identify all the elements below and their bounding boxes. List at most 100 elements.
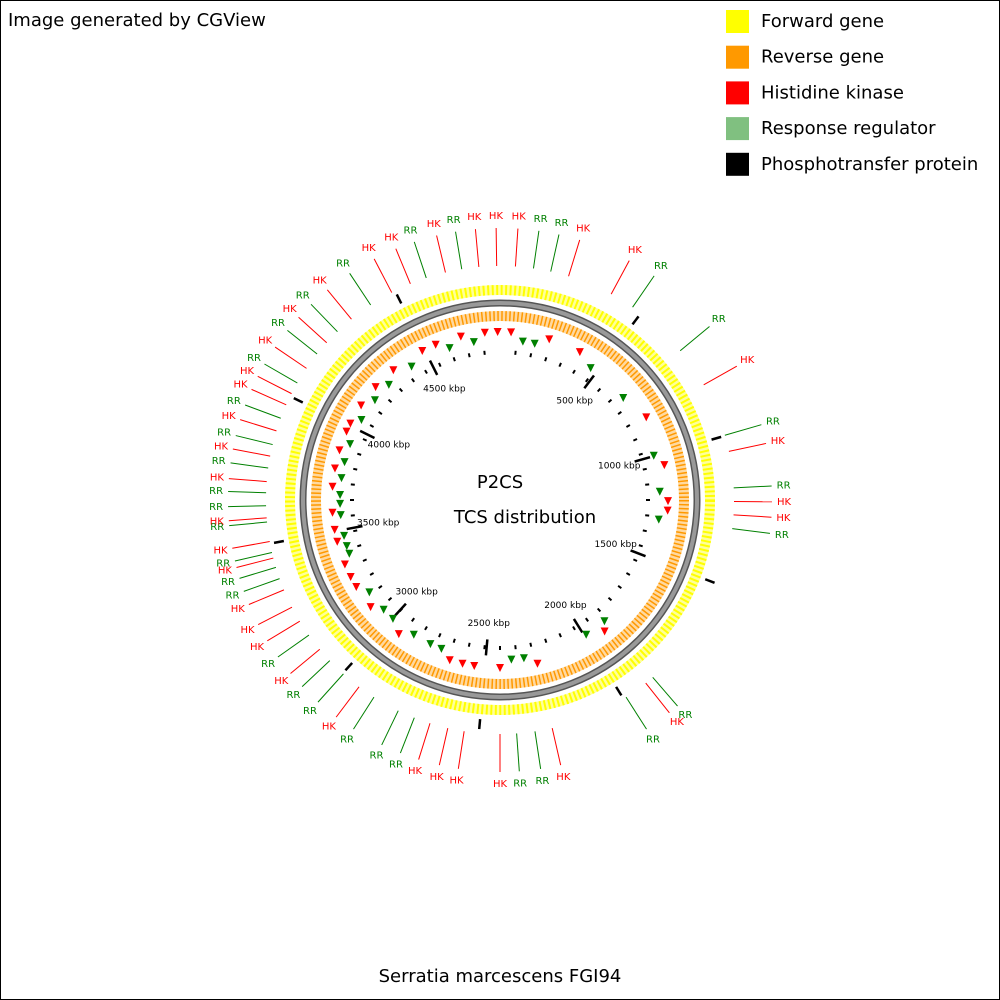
ruler-dot: [353, 467, 358, 471]
feature-marker: [333, 537, 342, 546]
feature-label: RR: [775, 530, 789, 541]
ruler-dot: [529, 642, 533, 647]
feature-leader: [381, 710, 399, 746]
feature-leader: [239, 419, 277, 432]
ruler-dot: [617, 411, 622, 415]
ruler-dot: [596, 607, 602, 613]
feature-label: HK: [222, 411, 237, 422]
feature-label: HK: [210, 517, 225, 528]
ruler-label: 3000 kbp: [395, 587, 438, 597]
ruler-dot: [607, 398, 613, 404]
feature-label: HK: [430, 772, 445, 783]
ruler-label: 1000 kbp: [598, 461, 641, 471]
feature-label: HK: [218, 565, 233, 576]
feature-label: HK: [449, 776, 464, 787]
outer-tick: [615, 686, 623, 697]
legend-swatch: [726, 81, 749, 105]
feature-leader: [235, 435, 273, 446]
feature-label: RR: [247, 353, 261, 364]
feature-label: RR: [712, 314, 726, 325]
feature-marker: [409, 630, 418, 639]
feature-label: RR: [654, 261, 668, 272]
feature-label: RR: [766, 416, 780, 427]
feature-leader: [733, 514, 772, 518]
feature-marker: [575, 348, 584, 357]
feature-label: HK: [493, 779, 508, 790]
feature-marker: [431, 340, 440, 349]
feature-label: RR: [535, 776, 549, 787]
ruler-dot: [572, 625, 576, 631]
outer-tick: [344, 662, 354, 672]
ruler-dot: [558, 632, 562, 638]
ruler-dot: [387, 398, 393, 404]
feature-leader: [244, 404, 281, 419]
feature-marker: [655, 487, 664, 496]
ruler-dot: [452, 357, 456, 362]
ruler-label: 500 kbp: [556, 397, 593, 407]
feature-leader: [232, 448, 271, 457]
outer-tick: [395, 293, 403, 304]
feature-label: HK: [234, 379, 249, 390]
feature-label: HK: [777, 497, 792, 508]
feature-marker: [342, 427, 351, 436]
feature-leader: [257, 606, 293, 626]
ruler-dot: [572, 369, 576, 375]
feature-leader: [234, 552, 273, 562]
feature-marker: [582, 630, 591, 639]
feature-label: HK: [213, 545, 228, 556]
feature-leader: [298, 316, 328, 344]
legend-label: Response regulator: [761, 118, 936, 139]
ruler-dot: [387, 596, 393, 602]
feature-label: RR: [370, 751, 384, 762]
feature-marker: [370, 396, 379, 405]
feature-leader: [230, 462, 269, 469]
ruler-dot: [357, 544, 362, 548]
ruler-dot: [625, 572, 631, 576]
ruler-dot: [529, 353, 533, 358]
feature-label: HK: [771, 436, 786, 447]
credit: Image generated by CGView: [8, 10, 266, 31]
ruler-dot: [353, 529, 358, 533]
feature-leader: [317, 673, 344, 703]
feature-marker: [352, 582, 361, 591]
outer-tick: [477, 718, 482, 730]
feature-leader: [652, 676, 678, 707]
ruler-dot: [642, 467, 647, 471]
outer-tick: [704, 578, 716, 585]
feature-marker: [340, 531, 349, 540]
outer-tick: [631, 315, 640, 326]
feature-marker: [496, 664, 504, 672]
feature-leader: [532, 230, 540, 269]
feature-leader: [455, 231, 463, 270]
feature-leader: [290, 648, 321, 674]
feature-label: HK: [362, 243, 377, 254]
ruler-dot: [558, 362, 562, 368]
ruler-label: 2500 kbp: [468, 619, 511, 629]
feature-leader: [277, 634, 310, 658]
feature-marker: [336, 511, 345, 520]
ruler-tick: [583, 374, 595, 389]
ruler-dot: [362, 558, 368, 562]
feature-marker: [340, 458, 349, 467]
feature-marker: [330, 464, 339, 473]
ruler-dot: [452, 638, 456, 643]
feature-leader: [229, 521, 268, 527]
feature-leader: [399, 717, 415, 754]
feature-leader: [373, 258, 393, 293]
outer-tick: [293, 396, 304, 404]
legend-swatch: [726, 117, 749, 141]
feature-label: RR: [210, 522, 224, 533]
legend-label: Forward gene: [761, 11, 884, 32]
ruler-dot: [544, 357, 548, 362]
feature-label: RR: [209, 502, 223, 513]
feature-label: HK: [322, 722, 337, 733]
feature-leader: [679, 326, 710, 352]
ruler-tick: [359, 429, 376, 440]
feature-marker: [458, 659, 467, 668]
ruler-tick: [346, 524, 363, 531]
ruler-label: 4500 kbp: [423, 385, 466, 395]
legend-label: Reverse gene: [761, 47, 884, 68]
feature-marker: [507, 328, 516, 337]
feature-label: HK: [512, 212, 527, 223]
feature-leader: [413, 241, 427, 279]
